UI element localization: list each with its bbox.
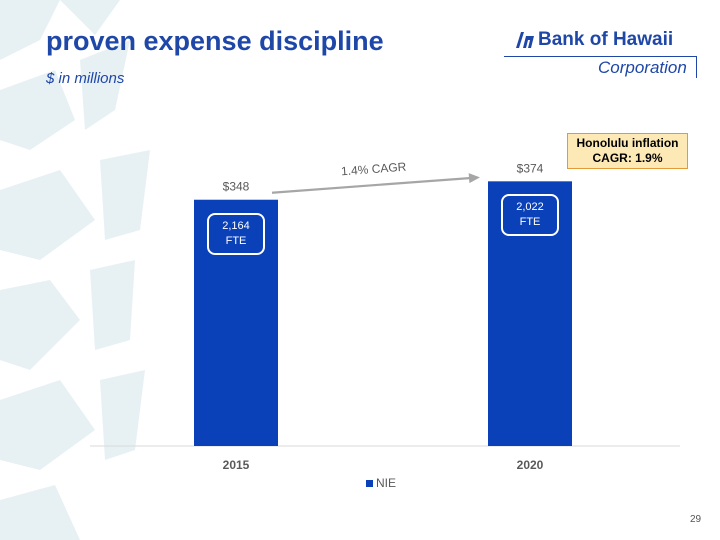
value-label-2015: $348: [223, 180, 250, 194]
fte-badge-2015: 2,164 FTE: [207, 212, 265, 255]
page-number: 29: [690, 514, 702, 525]
logo-rule: [504, 56, 696, 57]
cagr-arrow-head: [468, 173, 480, 184]
legend-label: NIE: [376, 476, 396, 490]
fte-value: 2,022: [516, 201, 544, 214]
logo-subname: Corporation: [598, 58, 687, 77]
fte-value: 2,164: [222, 219, 250, 232]
fte-badge-2020: 2,022 FTE: [501, 194, 559, 237]
callout-line-2: CAGR: 1.9%: [592, 151, 663, 165]
bank-logo: Bank of Hawaii Corporation: [500, 26, 700, 82]
fte-unit: FTE: [519, 216, 541, 229]
logo-name: Bank of Hawaii: [538, 29, 674, 50]
fte-unit: FTE: [225, 234, 247, 247]
legend-swatch: [366, 480, 373, 487]
x-tick-2020: 2020: [517, 458, 544, 472]
cagr-arrow: [271, 176, 472, 194]
page-subtitle: $ in millions: [46, 70, 125, 87]
bank-logo-icon: [516, 32, 534, 48]
callout-line-1: Honolulu inflation: [576, 136, 679, 150]
x-tick-2015: 2015: [223, 458, 250, 472]
value-label-2020: $374: [517, 161, 544, 175]
inflation-callout: Honolulu inflation CAGR: 1.9%: [567, 133, 688, 169]
cagr-label: 1.4% CAGR: [341, 160, 408, 179]
logo-rule-vertical: [696, 56, 697, 78]
background-star-pattern: [0, 0, 150, 540]
page-title: proven expense discipline: [46, 26, 384, 56]
